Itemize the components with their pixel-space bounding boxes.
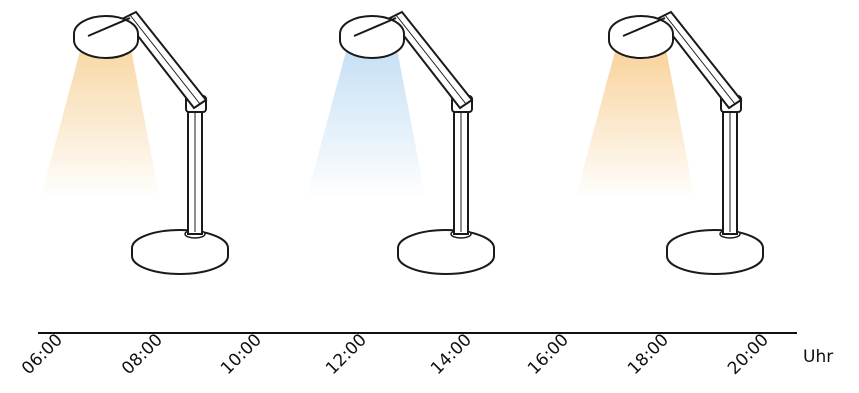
desk-lamp-warm-morning — [40, 10, 229, 275]
lamp-pole — [722, 109, 738, 235]
tick-label: 12:00 — [322, 330, 371, 379]
tick-label: 18:00 — [624, 330, 673, 379]
light-beam — [575, 44, 695, 200]
lamp-arm — [657, 10, 743, 110]
desk-lamp-cool-noon — [306, 10, 495, 275]
lamp-arm — [122, 10, 208, 110]
light-beam — [40, 44, 160, 200]
tick-label: 06:00 — [18, 330, 67, 379]
lamp-head — [339, 15, 405, 59]
lamp-arm — [388, 10, 474, 110]
tick-label: 16:00 — [524, 330, 573, 379]
tick-label: 10:00 — [217, 330, 266, 379]
lamp-head — [73, 15, 139, 59]
timeline-unit-label: Uhr — [803, 347, 833, 367]
tick-label: 08:00 — [118, 330, 167, 379]
lamp-head — [608, 15, 674, 59]
tick-label: 20:00 — [724, 330, 773, 379]
desk-lamp-warm-evening — [575, 10, 764, 275]
lamp-base — [131, 229, 229, 275]
lamp-base — [666, 229, 764, 275]
lamp-base — [397, 229, 495, 275]
light-beam — [306, 44, 426, 200]
lamp-pole — [187, 109, 203, 235]
tick-label: 14:00 — [427, 330, 476, 379]
lamp-pole — [453, 109, 469, 235]
timeline-ticks: 06:00 08:00 10:00 12:00 14:00 16:00 18:0… — [18, 330, 773, 379]
